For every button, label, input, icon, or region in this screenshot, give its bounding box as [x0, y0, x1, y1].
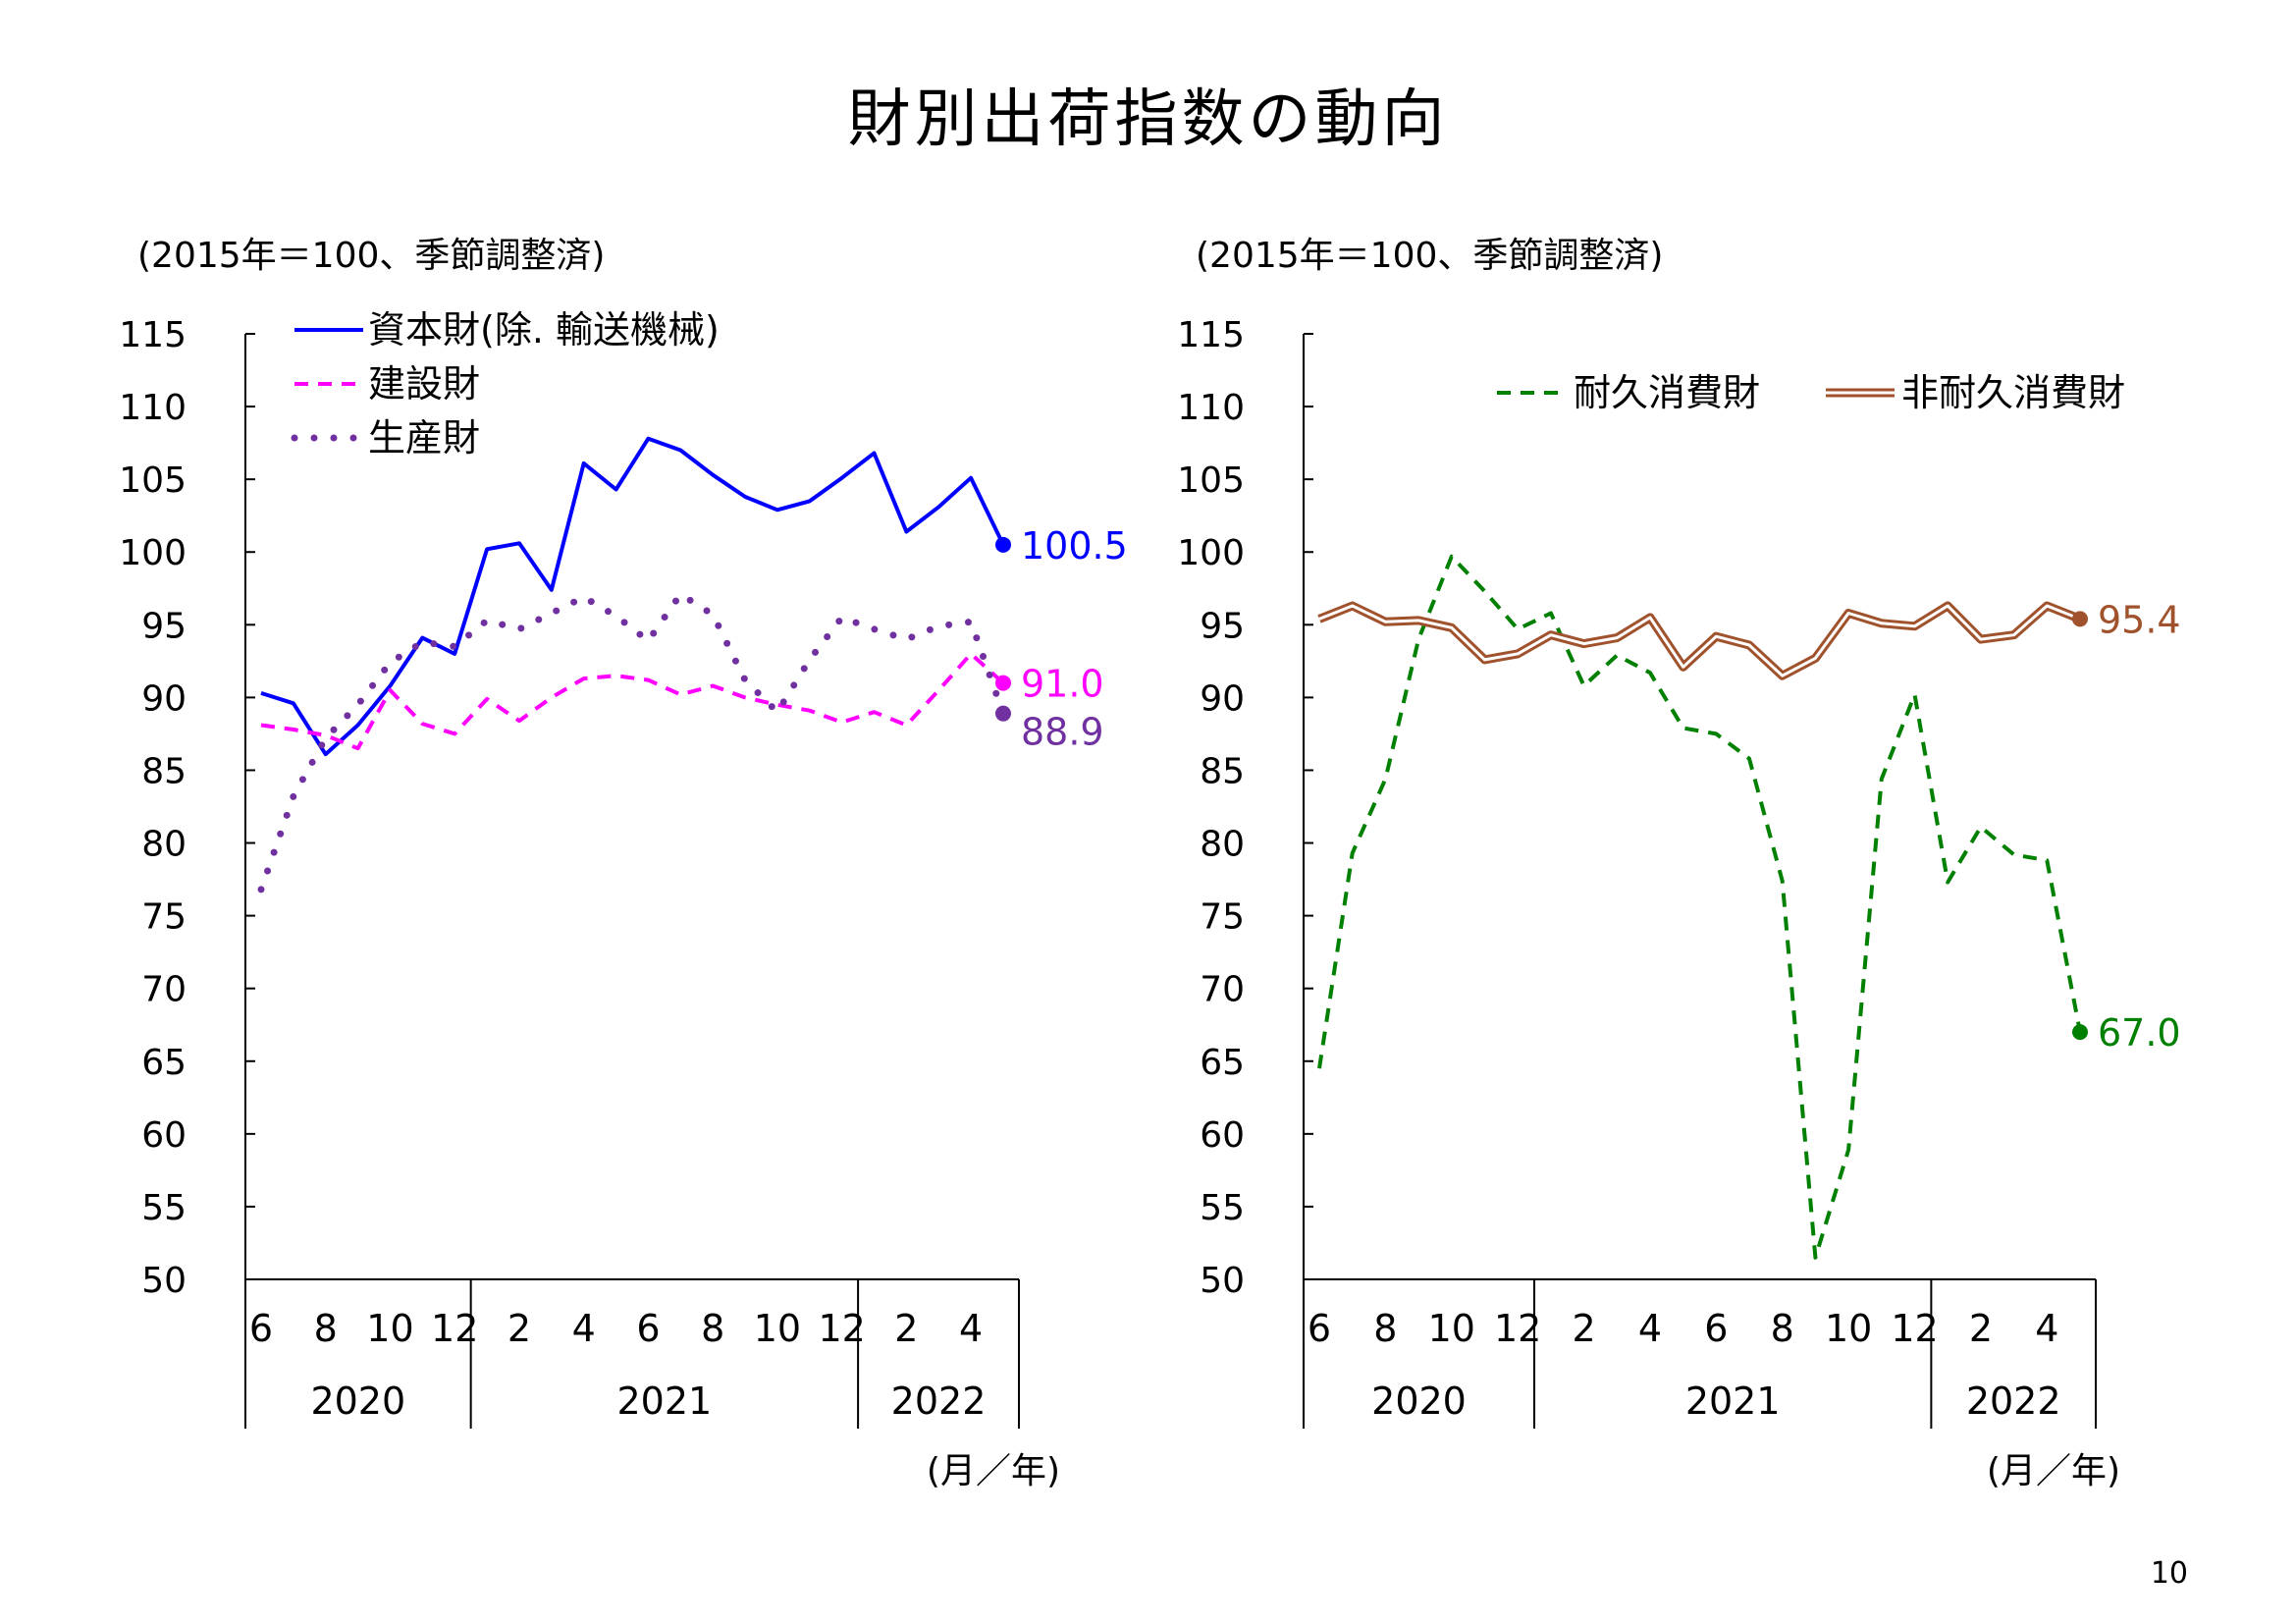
x-month-label: 2 — [507, 1307, 531, 1350]
x-axis-unit-label: (月／年) — [1987, 1451, 2120, 1491]
x-month-label: 12 — [1494, 1307, 1541, 1350]
x-month-label: 8 — [314, 1307, 338, 1350]
series-end-marker — [2072, 611, 2088, 627]
chart-left-capital-construction-production: (2015年＝100、季節調整済) 115 110 105 100 95 90 85 80 75 7… — [119, 236, 1128, 1491]
x-month-label: 12 — [818, 1307, 865, 1350]
y-tick-label: 65 — [141, 1043, 187, 1083]
y-tick-label: 65 — [1200, 1043, 1245, 1083]
x-month-label: 6 — [636, 1307, 660, 1350]
y-tick-label: 105 — [119, 460, 187, 501]
series-end-label: 95.4 — [2098, 598, 2181, 641]
x-month-label: 10 — [1428, 1307, 1475, 1350]
y-tick-label: 50 — [1200, 1261, 1245, 1301]
y-tick-label: 85 — [141, 751, 187, 791]
x-month-label: 6 — [249, 1307, 273, 1350]
x-year-label: 2021 — [617, 1380, 713, 1423]
y-tick-label: 80 — [1200, 825, 1245, 865]
x-year-label: 2020 — [310, 1380, 405, 1423]
legend-label: 建設財 — [368, 362, 480, 406]
legend-label: 非耐久消費財 — [1901, 371, 2125, 414]
y-tick-label: 105 — [1177, 460, 1245, 501]
x-month-label: 2 — [1572, 1307, 1595, 1350]
series-end-label: 91.0 — [1021, 663, 1104, 706]
x-month-label: 12 — [431, 1307, 478, 1350]
y-tick-label: 80 — [141, 825, 187, 865]
y-tick-label: 50 — [141, 1261, 187, 1301]
legend-label: 生産財 — [368, 416, 480, 460]
x-month-label: 4 — [572, 1307, 596, 1350]
x-month-label: 10 — [754, 1307, 801, 1350]
y-tick-label: 75 — [1200, 897, 1245, 938]
x-month-label: 12 — [1891, 1307, 1938, 1350]
series-end-label: 67.0 — [2098, 1011, 2181, 1055]
legend-label: 資本財(除. 輸送機械) — [368, 308, 720, 352]
series-line — [260, 651, 1005, 751]
series-end-label: 88.9 — [1021, 711, 1104, 754]
x-month-label: 8 — [701, 1307, 724, 1350]
series-end-label: 100.5 — [1021, 524, 1128, 568]
x-month-label: 6 — [1308, 1307, 1331, 1350]
y-tick-label: 75 — [141, 897, 187, 938]
y-tick-label: 55 — [141, 1188, 187, 1228]
y-tick-label: 100 — [1177, 533, 1245, 573]
page-title: 財別出荷指数の動向 — [847, 83, 1449, 156]
x-year-label: 2022 — [1966, 1380, 2061, 1423]
x-month-label: 4 — [959, 1307, 983, 1350]
x-month-label: 2 — [1969, 1307, 1993, 1350]
x-axis-unit-label: (月／年) — [927, 1451, 1060, 1491]
series-end-marker — [995, 536, 1011, 553]
series-end-marker — [995, 675, 1011, 691]
x-month-label: 10 — [366, 1307, 413, 1350]
series-line-outer — [1317, 601, 2082, 680]
x-month-label: 8 — [1373, 1307, 1397, 1350]
y-tick-label: 70 — [1200, 970, 1245, 1010]
y-tick-label: 90 — [141, 678, 187, 719]
series-end-marker — [2072, 1024, 2088, 1041]
series-line — [257, 590, 1007, 893]
series-end-marker — [995, 705, 1011, 722]
y-tick-label: 115 — [1177, 315, 1245, 355]
y-tick-label: 95 — [141, 606, 187, 646]
page-number: 10 — [2150, 1556, 2188, 1591]
y-tick-label: 110 — [119, 388, 187, 428]
unit-label: (2015年＝100、季節調整済) — [137, 236, 605, 276]
series-line — [1317, 554, 2082, 1260]
y-tick-label: 85 — [1200, 751, 1245, 791]
x-year-label: 2020 — [1371, 1380, 1467, 1423]
y-tick-label: 95 — [1200, 606, 1245, 646]
x-year-label: 2022 — [891, 1380, 987, 1423]
chart-right-consumer-goods: (2015年＝100、季節調整済) 115 110 105 100 95 90 85 80 75 7… — [1177, 236, 2180, 1491]
legend-label: 耐久消費財 — [1574, 371, 1760, 414]
y-tick-label: 100 — [119, 533, 187, 573]
x-year-label: 2021 — [1685, 1380, 1781, 1423]
x-month-label: 6 — [1704, 1307, 1728, 1350]
y-tick-label: 70 — [141, 970, 187, 1010]
series-line-inner — [1318, 604, 2081, 677]
y-tick-label: 90 — [1200, 678, 1245, 719]
y-tick-label: 55 — [1200, 1188, 1245, 1228]
series-line — [260, 436, 1005, 757]
y-tick-label: 60 — [141, 1115, 187, 1156]
y-tick-label: 110 — [1177, 388, 1245, 428]
y-tick-label: 115 — [119, 315, 187, 355]
x-month-label: 10 — [1825, 1307, 1872, 1350]
unit-label: (2015年＝100、季節調整済) — [1196, 236, 1663, 276]
x-month-label: 2 — [894, 1307, 918, 1350]
x-month-label: 8 — [1771, 1307, 1794, 1350]
y-tick-label: 60 — [1200, 1115, 1245, 1156]
x-month-label: 4 — [1638, 1307, 1662, 1350]
x-month-label: 4 — [2035, 1307, 2058, 1350]
